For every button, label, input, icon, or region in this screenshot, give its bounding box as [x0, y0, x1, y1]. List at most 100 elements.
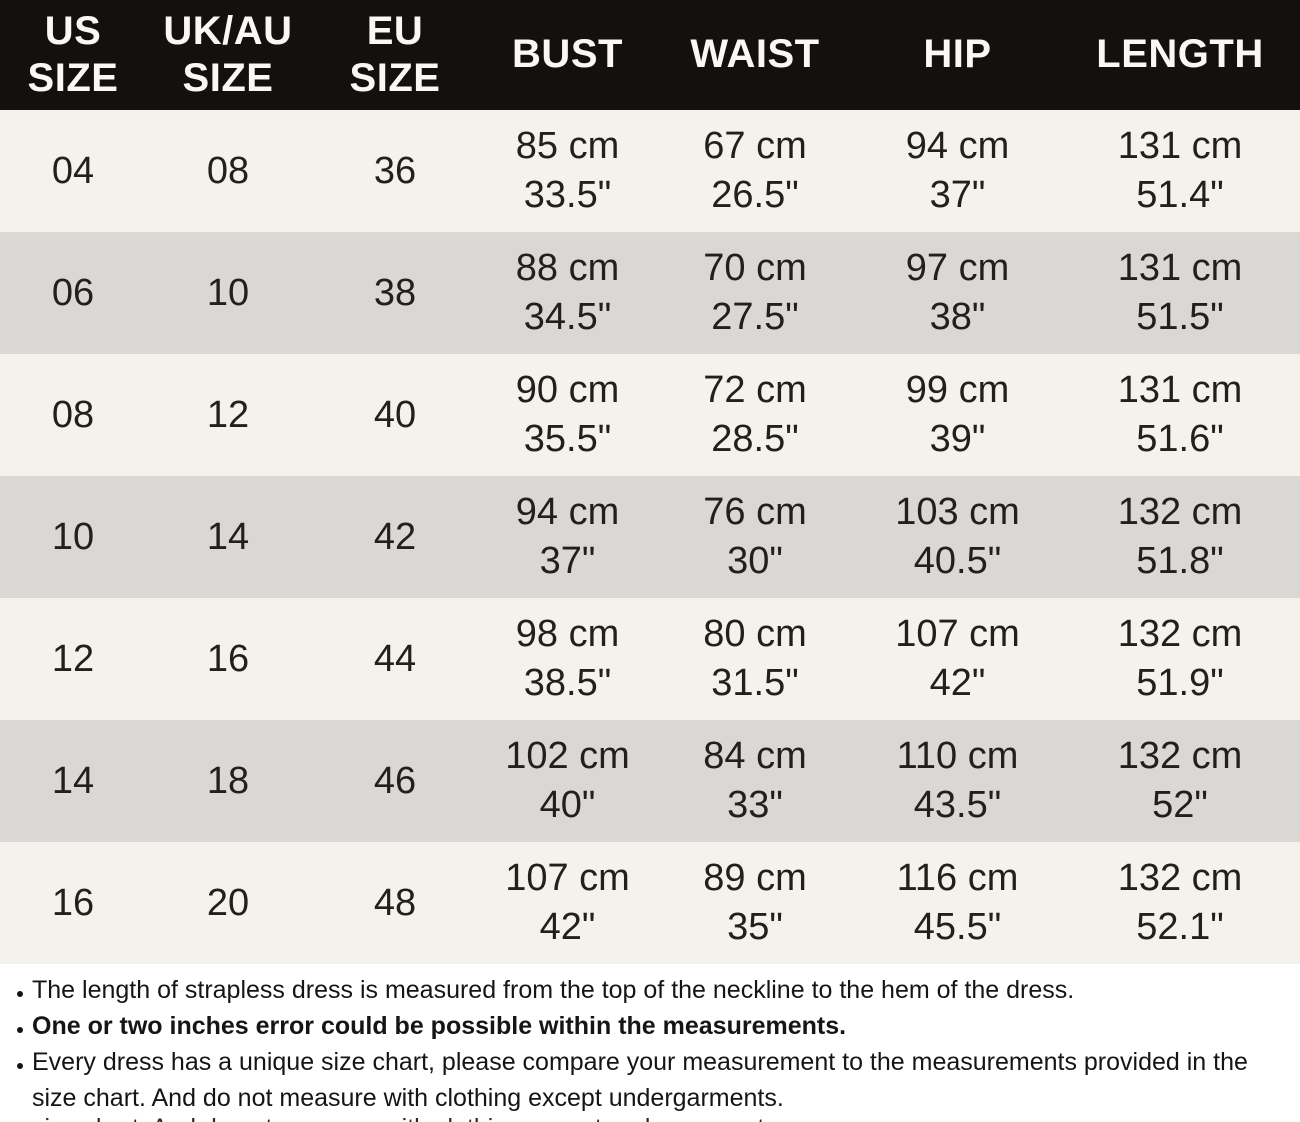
measurement-in: 30" [727, 540, 783, 582]
measurement-cm: 99 cm [905, 369, 1010, 412]
table-row: 06 10 38 88 cm 34.5" 70 cm 27.5" 97 cm 3… [0, 232, 1300, 354]
header-label: SIZE [349, 56, 441, 100]
measurement-cm: 90 cm [515, 369, 620, 412]
measurement-cm: 97 cm [905, 247, 1010, 290]
cell-eu-size: 42 [373, 515, 417, 558]
cell-waist: 89 cm 35" [655, 842, 855, 964]
bullet-dot-icon [17, 1027, 23, 1033]
measurement-in: 45.5" [913, 906, 1002, 948]
col-header-eu-size: EU SIZE [310, 0, 480, 110]
measurement-cm: 132 cm [1117, 613, 1243, 656]
measurement-cm: 116 cm [896, 857, 1019, 900]
measurement-cm: 85 cm [515, 125, 620, 168]
measurement-in: 31.5" [711, 662, 799, 704]
measurement-in: 38" [929, 296, 986, 338]
note-text: One or two inches error could be possibl… [32, 1012, 847, 1040]
header-label: US [44, 8, 102, 53]
measurement-in: 33" [727, 784, 783, 826]
bullet-dot-icon [17, 991, 23, 997]
measurement-cm: 89 cm [703, 857, 807, 900]
measurement-in: 51.4" [1136, 174, 1224, 216]
note-item: Every dress has a unique size chart, ple… [8, 1044, 1286, 1116]
cell-waist: 80 cm 31.5" [655, 598, 855, 720]
size-chart-table: US SIZE UK/AU SIZE EU SIZE BUST WAIST [0, 0, 1300, 964]
measurement-cm: 132 cm [1117, 735, 1243, 778]
cell-eu-size: 48 [373, 881, 417, 924]
cell-bust: 90 cm 35.5" [480, 354, 655, 476]
col-header-length: LENGTH [1060, 0, 1300, 110]
col-header-waist: WAIST [655, 0, 855, 110]
cell-uk-au-size: 18 [206, 759, 250, 802]
measurement-cm: 132 cm [1117, 857, 1243, 900]
measurement-cm: 80 cm [703, 613, 807, 656]
measurement-in: 27.5" [711, 296, 799, 338]
cell-bust: 94 cm 37" [480, 476, 655, 598]
cell-bust: 85 cm 33.5" [480, 110, 655, 232]
cell-bust: 102 cm 40" [480, 720, 655, 842]
cell-eu-size: 36 [373, 149, 417, 192]
cell-length: 131 cm 51.5" [1060, 232, 1300, 354]
cell-eu-size: 44 [373, 637, 417, 680]
measurement-cm: 131 cm [1117, 369, 1243, 412]
measurement-cm: 84 cm [703, 735, 807, 778]
cell-hip: 110 cm 43.5" [855, 720, 1060, 842]
measurement-cm: 94 cm [905, 125, 1010, 168]
cell-waist: 72 cm 28.5" [655, 354, 855, 476]
cell-length: 131 cm 51.6" [1060, 354, 1300, 476]
measurement-cm: 76 cm [703, 491, 807, 534]
measurement-in: 51.5" [1136, 296, 1224, 338]
cell-bust: 88 cm 34.5" [480, 232, 655, 354]
table-row: 08 12 40 90 cm 35.5" 72 cm 28.5" 99 cm 3… [0, 354, 1300, 476]
header-label: SIZE [27, 56, 119, 100]
header-label: WAIST [690, 32, 820, 77]
measurement-cm: 132 cm [1117, 491, 1243, 534]
measurement-in: 34.5" [523, 296, 612, 338]
cell-hip: 97 cm 38" [855, 232, 1060, 354]
cell-us-size: 06 [51, 271, 95, 314]
measurement-cm: 88 cm [515, 247, 620, 290]
measurement-cm: 110 cm [896, 735, 1019, 778]
measurement-in: 51.9" [1136, 662, 1224, 704]
note-text: size chart. And do not measure with clot… [32, 1084, 784, 1112]
measurement-in: 37" [539, 540, 596, 582]
note-item: The length of strapless dress is measure… [8, 972, 1286, 1008]
col-header-hip: HIP [855, 0, 1060, 110]
cell-us-size: 08 [51, 393, 95, 436]
measurement-in: 28.5" [711, 418, 799, 460]
measurement-cm: 94 cm [515, 491, 620, 534]
cell-uk-au-size: 08 [206, 149, 250, 192]
clipped-note-fragment: size chart. And do not measure with clot… [8, 1116, 1286, 1122]
header-label: SIZE [182, 56, 274, 100]
header-label: LENGTH [1096, 32, 1264, 77]
note-text: Every dress has a unique size chart, ple… [32, 1048, 1248, 1076]
measurement-in: 43.5" [913, 784, 1002, 826]
measurement-cm: 102 cm [505, 735, 630, 778]
measurement-in: 38.5" [523, 662, 612, 704]
cell-hip: 116 cm 45.5" [855, 842, 1060, 964]
measurement-in: 42" [539, 906, 596, 948]
measurement-in: 33.5" [523, 174, 612, 216]
cell-us-size: 04 [51, 149, 95, 192]
measurement-in: 52" [1152, 784, 1208, 826]
header-label: HIP [923, 32, 992, 77]
table-row: 16 20 48 107 cm 42" 89 cm 35" 116 cm 45.… [0, 842, 1300, 964]
cell-length: 132 cm 51.8" [1060, 476, 1300, 598]
table-row: 12 16 44 98 cm 38.5" 80 cm 31.5" 107 cm … [0, 598, 1300, 720]
measurement-cm: 131 cm [1117, 247, 1243, 290]
measurement-in: 40" [539, 784, 596, 826]
col-header-us-size: US SIZE [0, 0, 146, 110]
table-row: 10 14 42 94 cm 37" 76 cm 30" 103 cm 40.5… [0, 476, 1300, 598]
col-header-uk-au-size: UK/AU SIZE [146, 0, 310, 110]
cell-length: 131 cm 51.4" [1060, 110, 1300, 232]
bullet-dot-icon [17, 1063, 23, 1069]
measurement-in: 35.5" [523, 418, 612, 460]
cell-hip: 99 cm 39" [855, 354, 1060, 476]
cell-length: 132 cm 51.9" [1060, 598, 1300, 720]
cell-eu-size: 40 [373, 393, 417, 436]
measurement-cm: 72 cm [703, 369, 807, 412]
header-label: UK/AU [163, 8, 293, 53]
measurement-cm: 103 cm [895, 491, 1020, 534]
measurement-in: 51.8" [1136, 540, 1224, 582]
cell-length: 132 cm 52" [1060, 720, 1300, 842]
